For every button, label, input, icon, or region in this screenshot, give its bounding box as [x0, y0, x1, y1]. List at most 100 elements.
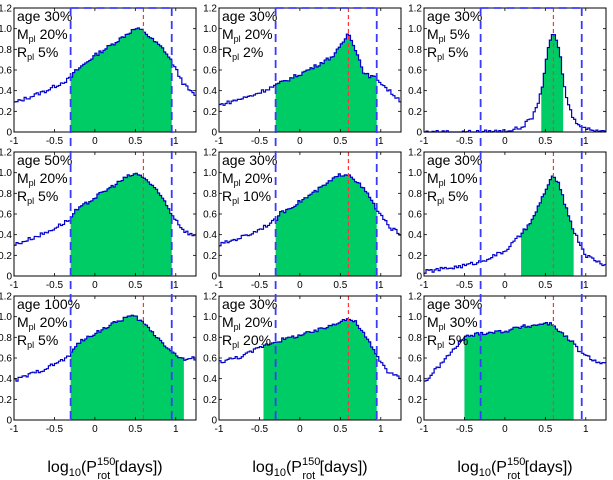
y-tick-label: 1.2 — [0, 4, 12, 15]
y-tick-label: 0.4 — [203, 86, 217, 97]
fill-area — [464, 322, 574, 420]
x-tick-label: 1 — [173, 424, 179, 435]
annotation-rpl: Rpl 20% — [222, 332, 271, 350]
annotation-mpl: Mpl 20% — [222, 314, 273, 332]
y-tick-label: 1.2 — [203, 292, 217, 303]
x-tick-label: 0 — [502, 136, 508, 147]
y-tick-label: 1.2 — [408, 148, 422, 159]
x-tick-label: -1 — [215, 280, 224, 291]
y-tick-label: 0.2 — [408, 107, 422, 118]
x-tick-label: -0.5 — [456, 280, 474, 291]
y-tick-label: 0.8 — [0, 333, 12, 344]
x-tick-label: -0.5 — [46, 280, 64, 291]
y-tick-label: 0 — [211, 416, 217, 427]
annotation-mpl: Mpl 20% — [222, 26, 273, 44]
y-tick-label: 1.2 — [203, 148, 217, 159]
y-tick-label: 0.6 — [408, 354, 422, 365]
x-tick-label: 1 — [173, 280, 179, 291]
x-tick-label: -1 — [215, 136, 224, 147]
annotation-age: age 30% — [17, 8, 72, 24]
series-line — [14, 172, 196, 246]
fill-area — [541, 34, 564, 133]
annotation-age: age 30% — [222, 152, 277, 168]
annotation-age: age 30% — [427, 152, 482, 168]
annotation-mpl: Mpl 5% — [427, 26, 470, 44]
x-tick-label: 0.5 — [128, 280, 142, 291]
x-axis-label: log10(P150 rot [days]) — [252, 456, 367, 480]
annotation-mpl: Mpl 10% — [427, 170, 478, 188]
x-tick-label: 0 — [92, 424, 98, 435]
annotation-rpl: Rpl 5% — [17, 44, 58, 62]
fill-area — [263, 318, 377, 420]
annotation-rpl: Rpl 5% — [427, 44, 468, 62]
x-tick-label: 1 — [583, 424, 589, 435]
x-tick-label: -1 — [10, 424, 19, 435]
y-tick-label: 0.2 — [0, 251, 12, 262]
y-tick-label: 0 — [211, 272, 217, 283]
y-tick-label: 0.8 — [203, 45, 217, 56]
x-tick-label: -0.5 — [46, 136, 64, 147]
x-tick-label: 1 — [378, 280, 384, 291]
x-tick-label: 1 — [378, 424, 384, 435]
panel-4: 0 0.2 0.4 0.6 0.8 1.0 1.2 -1 -0.5 0 0.5 1 age 50% Mpl… — [0, 148, 197, 291]
annotation-mpl: Mpl 20% — [222, 170, 273, 188]
x-tick-label: -0.5 — [251, 136, 269, 147]
x-tick-label: -1 — [10, 136, 19, 147]
x-tick-label: 1 — [173, 136, 179, 147]
x-tick-label: -1 — [10, 280, 19, 291]
y-tick-label: 1.2 — [408, 292, 422, 303]
series-line — [14, 314, 196, 382]
y-tick-label: 0.6 — [408, 66, 422, 77]
annotation-age: age 30% — [427, 296, 482, 312]
x-tick-label: 0.5 — [333, 280, 347, 291]
x-tick-label: 0.5 — [128, 424, 142, 435]
panel-6: 0 0.2 0.4 0.6 0.8 1.0 1.2 -1 -0.5 0 0.5 1 age 30% Mpl… — [408, 148, 607, 291]
y-tick-label: 0 — [416, 128, 422, 139]
x-tick-label: 0 — [297, 424, 303, 435]
y-tick-label: 0.8 — [408, 45, 422, 56]
y-tick-label: 0.4 — [0, 86, 12, 97]
annotation-mpl: Mpl 20% — [17, 26, 68, 44]
y-tick-label: 0.6 — [0, 354, 12, 365]
annotation-age: age 50% — [17, 152, 72, 168]
y-tick-label: 0.4 — [0, 374, 12, 385]
y-tick-label: 0.2 — [203, 251, 217, 262]
x-tick-label: -1 — [420, 424, 429, 435]
annotation-mpl: Mpl 20% — [17, 314, 68, 332]
y-tick-label: 1.0 — [203, 312, 217, 323]
x-tick-label: 1 — [583, 136, 589, 147]
annotation-rpl: Rpl 5% — [427, 188, 468, 206]
y-tick-label: 0.8 — [408, 189, 422, 200]
x-tick-label: 0 — [92, 280, 98, 291]
fill-area — [275, 34, 377, 132]
panel-9: 0 0.2 0.4 0.6 0.8 1.0 1.2 -1 -0.5 0 0.5 1 age 30% Mpl… — [408, 292, 607, 435]
x-tick-label: 0.5 — [128, 136, 142, 147]
annotation-age: age 30% — [222, 8, 277, 24]
y-tick-label: 0 — [416, 272, 422, 283]
y-tick-label: 0 — [211, 128, 217, 139]
y-tick-label: 0.2 — [203, 107, 217, 118]
fill-area — [70, 173, 172, 276]
annotation-rpl: Rpl 5% — [17, 332, 58, 350]
annotation-mpl: Mpl 30% — [427, 314, 478, 332]
y-tick-label: 0.8 — [0, 45, 12, 56]
series-line — [219, 173, 401, 247]
y-tick-label: 1.2 — [0, 148, 12, 159]
panel-5: 0 0.2 0.4 0.6 0.8 1.0 1.2 -1 -0.5 0 0.5 1 age 30% Mpl… — [203, 148, 402, 291]
x-axis-label: log10(P150 rot [days]) — [457, 456, 572, 480]
y-tick-label: 1.0 — [0, 312, 12, 323]
y-tick-label: 0.8 — [408, 333, 422, 344]
x-tick-label: 0.5 — [333, 424, 347, 435]
fill-area — [70, 315, 184, 420]
x-tick-label: -0.5 — [251, 280, 269, 291]
annotation-rpl: Rpl 2% — [222, 44, 263, 62]
x-tick-label: -1 — [215, 424, 224, 435]
y-tick-label: 0.2 — [0, 395, 12, 406]
series-line — [424, 175, 606, 274]
x-tick-label: 0.5 — [333, 136, 347, 147]
y-tick-label: 0.6 — [0, 210, 12, 221]
x-tick-label: 1 — [583, 280, 589, 291]
series-line — [424, 321, 606, 382]
y-tick-label: 0.2 — [408, 251, 422, 262]
